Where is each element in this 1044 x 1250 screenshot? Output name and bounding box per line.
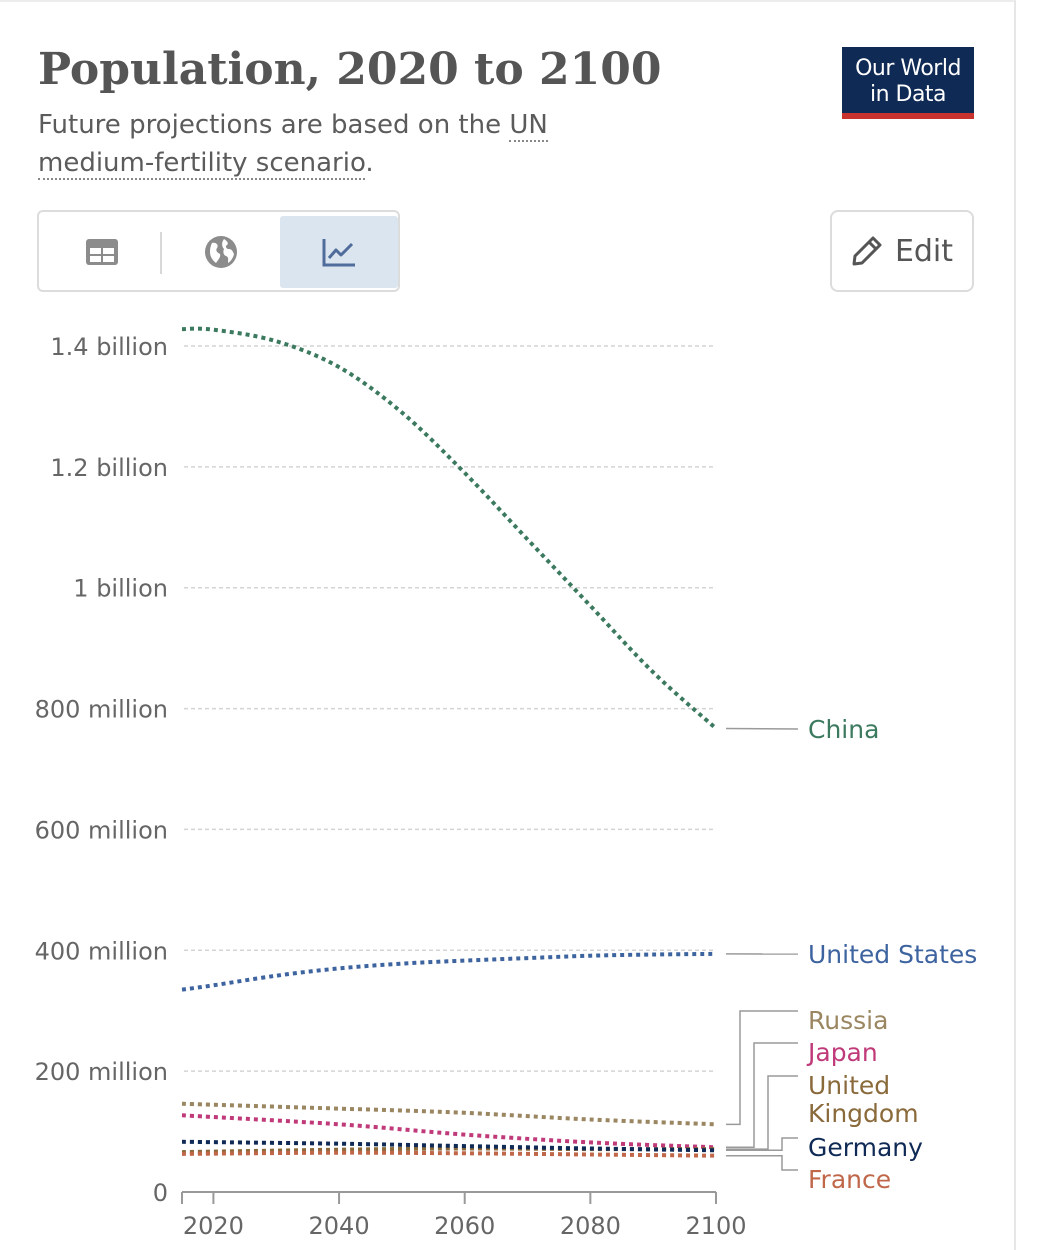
table-icon xyxy=(86,239,118,265)
view-toolbar xyxy=(37,210,400,292)
logo-accent-bar xyxy=(842,113,974,119)
edit-label: Edit xyxy=(894,233,954,269)
line-chart-icon xyxy=(322,239,355,267)
tab-map[interactable] xyxy=(162,216,280,288)
pencil-icon xyxy=(852,236,882,266)
chart-title: Population, 2020 to 2100 xyxy=(38,44,662,95)
logo-line-2: in Data xyxy=(869,82,947,107)
chart-frame xyxy=(0,0,1016,1250)
owid-logo[interactable]: Our World in Data xyxy=(842,47,974,119)
logo-line-1: Our World xyxy=(855,56,961,81)
subtitle-text: Future projections are based on the xyxy=(38,110,510,140)
chart-subtitle: Future projections are based on the UN m… xyxy=(38,106,658,182)
un-scenario-link[interactable]: UN medium-fertility scenario xyxy=(38,110,548,180)
subtitle-end: . xyxy=(365,148,374,178)
tab-table[interactable] xyxy=(43,216,161,288)
toolbar-divider xyxy=(160,232,162,274)
tab-chart[interactable] xyxy=(280,216,398,288)
edit-button[interactable]: Edit xyxy=(830,210,974,292)
globe-icon xyxy=(205,236,237,268)
